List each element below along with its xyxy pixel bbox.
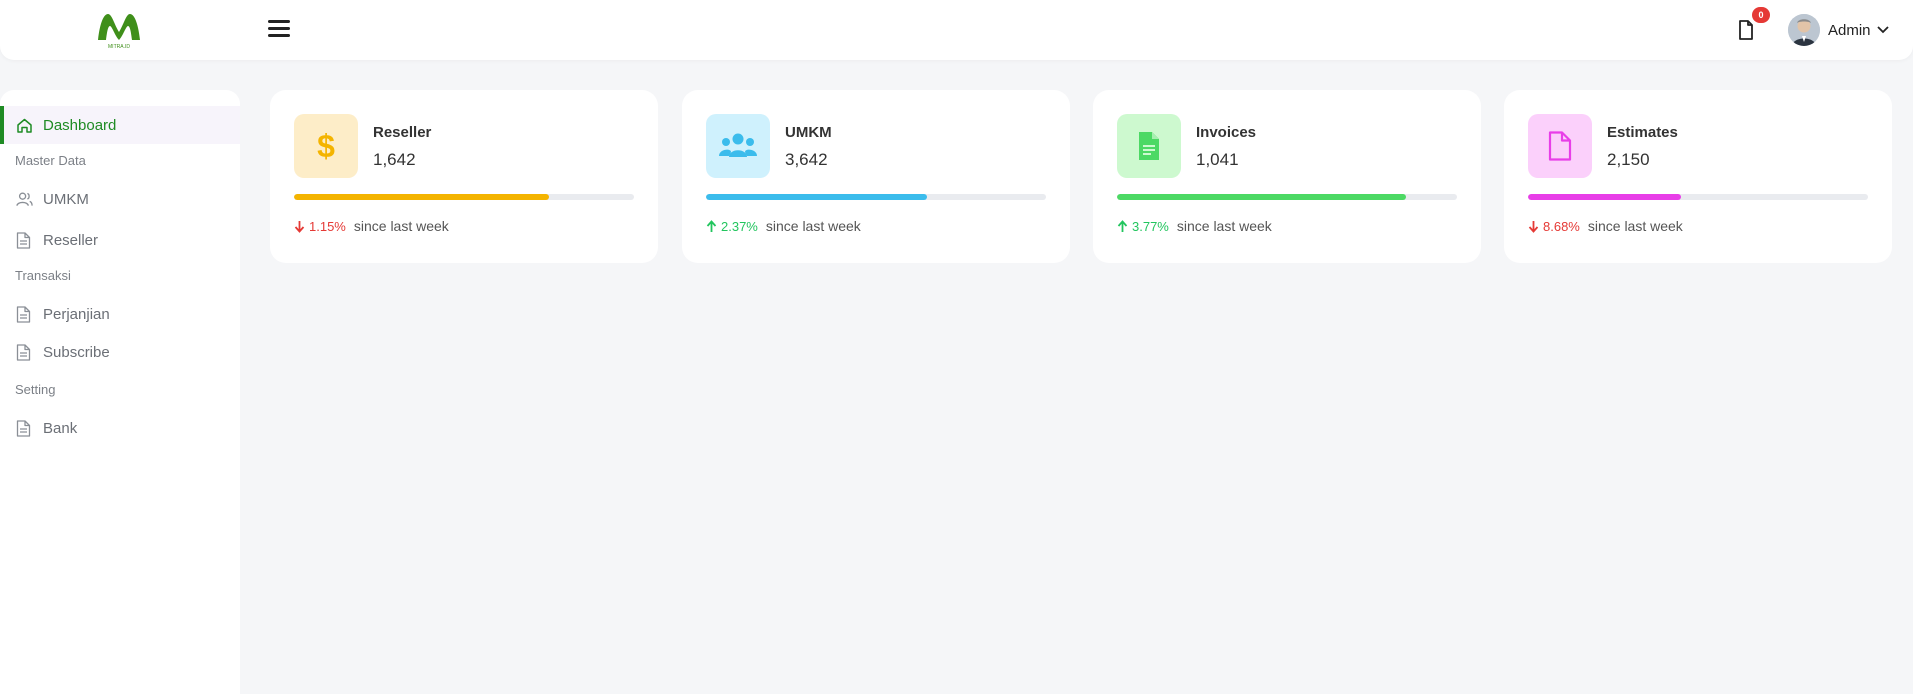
mitra-logo[interactable]: MITRA.ID (94, 10, 144, 50)
card-footer: 1.15% since last week (294, 218, 449, 234)
card-footer: 2.37% since last week (706, 218, 861, 234)
chevron-down-icon (1876, 26, 1889, 34)
progress-bar (1528, 194, 1868, 200)
since-label: since last week (1176, 218, 1272, 234)
trend-indicator: 1.15% (294, 219, 346, 234)
trend-change: 2.37% (721, 218, 758, 234)
card-label: Estimates (1607, 124, 1678, 141)
user-menu[interactable]: Admin (1788, 14, 1889, 46)
file-icon (1528, 114, 1592, 178)
progress-bar (706, 194, 1046, 200)
svg-text:$: $ (317, 128, 335, 164)
trend-indicator: 8.68% (1528, 219, 1580, 234)
sidebar: Dashboard Master Data UMKM Reseller Tran… (0, 90, 240, 694)
document-icon (16, 343, 33, 361)
top-header: MITRA.ID 0 Admin (0, 0, 1913, 60)
document-icon (16, 231, 33, 249)
since-label: since last week (765, 218, 861, 234)
notification-badge: 0 (1752, 7, 1770, 23)
arrow-down-icon (1528, 220, 1539, 233)
trend-change: 8.68% (1543, 218, 1580, 234)
sidebar-item-label: Perjanjian (43, 305, 110, 323)
card-label: Invoices (1196, 124, 1257, 141)
sidebar-item-dashboard[interactable]: Dashboard (0, 106, 240, 144)
logo-text: MITRA.ID (108, 44, 130, 50)
section-transaksi: Transaksi (15, 268, 71, 283)
arrow-up-icon (706, 219, 717, 232)
menu-toggle-button[interactable] (268, 20, 290, 40)
users-icon (16, 191, 33, 208)
sidebar-item-label: Bank (43, 419, 78, 437)
document-icon (16, 419, 33, 437)
user-name: Admin (1828, 21, 1871, 39)
sidebar-item-label: Dashboard (43, 116, 117, 134)
sidebar-item-label: Reseller (43, 231, 99, 249)
home-icon (16, 117, 33, 134)
trend-change: 1.15% (309, 218, 346, 234)
document-icon (16, 305, 33, 323)
card-label: UMKM (785, 124, 832, 141)
sidebar-item-umkm[interactable]: UMKM (0, 180, 240, 218)
dollar-icon: $ (294, 114, 358, 178)
progress-fill (1117, 194, 1406, 200)
card-label: Reseller (373, 124, 432, 141)
avatar (1788, 14, 1820, 46)
card-value: 1,041 (1196, 150, 1239, 169)
progress-fill (294, 194, 549, 200)
sidebar-item-label: Subscribe (43, 343, 110, 361)
document-notification-icon[interactable] (1738, 20, 1758, 42)
card-footer: 8.68% since last week (1528, 218, 1683, 234)
card-footer: 3.77% since last week (1117, 218, 1272, 234)
sidebar-item-label: UMKM (43, 190, 89, 208)
progress-bar (1117, 194, 1457, 200)
stat-card-estimates: Estimates 2,150 8.68% since last week (1504, 90, 1892, 263)
card-value: 1,642 (373, 150, 416, 169)
sidebar-item-perjanjian[interactable]: Perjanjian (0, 295, 240, 333)
sidebar-item-bank[interactable]: Bank (0, 409, 240, 447)
stat-card-reseller: $ Reseller 1,642 1.15% since last week (270, 90, 658, 263)
sidebar-item-subscribe[interactable]: Subscribe (0, 333, 240, 371)
card-value: 3,642 (785, 150, 828, 169)
trend-indicator: 2.37% (706, 219, 758, 234)
arrow-up-icon (1117, 219, 1128, 232)
arrow-down-icon (294, 220, 305, 233)
card-value: 2,150 (1607, 150, 1650, 169)
section-setting: Setting (15, 382, 56, 397)
stat-card-umkm: UMKM 3,642 2.37% since last week (682, 90, 1070, 263)
progress-fill (1528, 194, 1681, 200)
since-label: since last week (353, 218, 449, 234)
sidebar-item-reseller[interactable]: Reseller (0, 221, 240, 259)
progress-fill (706, 194, 927, 200)
progress-bar (294, 194, 634, 200)
since-label: since last week (1587, 218, 1683, 234)
trend-change: 3.77% (1132, 218, 1169, 234)
stat-card-invoices: Invoices 1,041 3.77% since last week (1093, 90, 1481, 263)
section-master-data: Master Data (15, 153, 86, 168)
invoice-icon (1117, 114, 1181, 178)
users-icon (706, 114, 770, 178)
trend-indicator: 3.77% (1117, 219, 1169, 234)
